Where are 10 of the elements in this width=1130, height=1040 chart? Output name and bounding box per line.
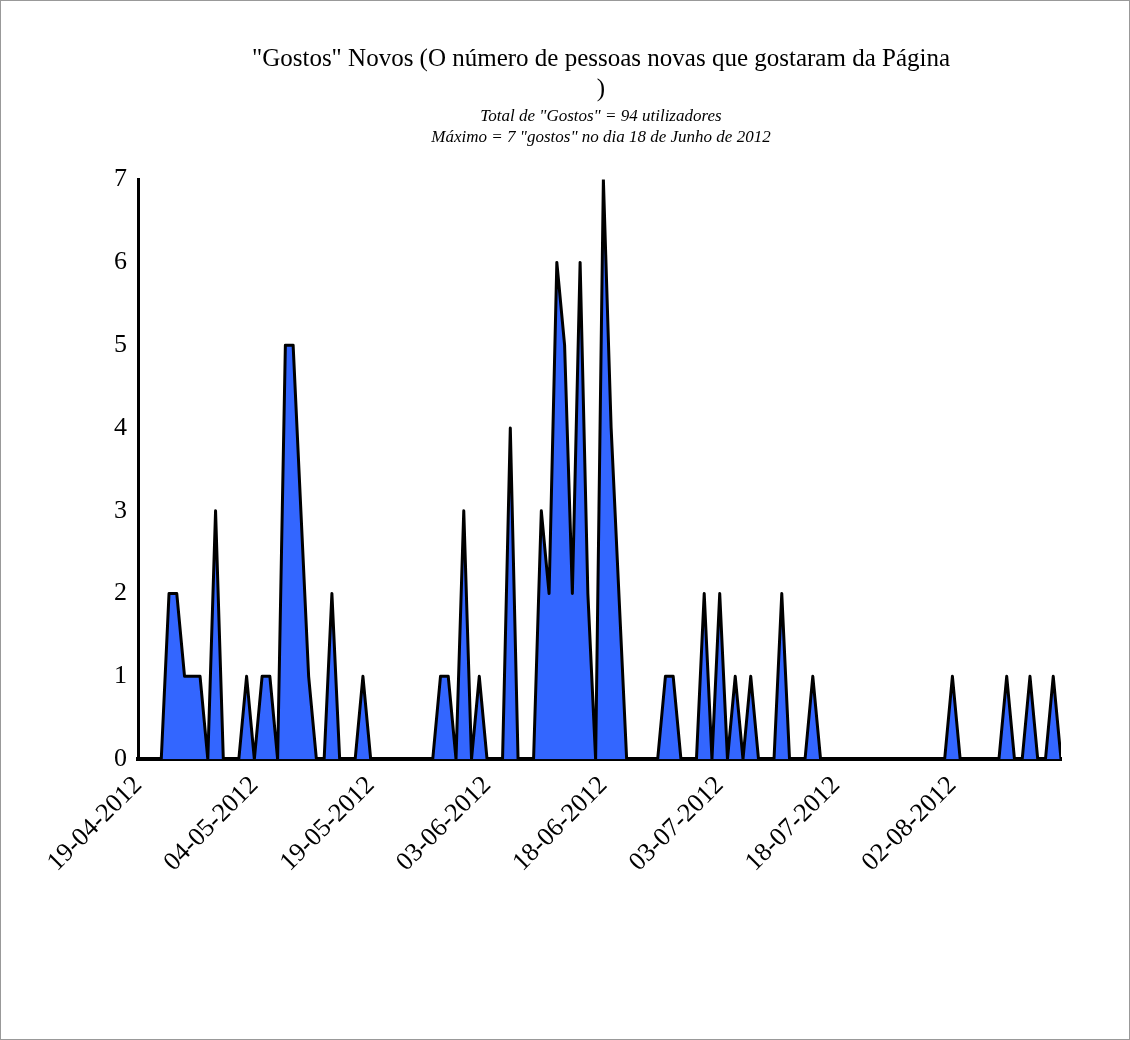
chart-title: "Gostos" Novos (O número de pessoas novas que gostaram da Página ) [251,43,951,103]
y-tick-label: 0 [114,742,127,772]
y-tick-label: 3 [114,494,127,524]
chart-subtitle: Total de "Gostos" = 94 utilizadores Máximo = 7 "gostos" no dia 18 de Junho de 2012 [430,105,772,147]
y-tick-label: 2 [114,577,127,607]
y-tick-label: 6 [114,246,127,276]
y-tick-label: 7 [114,163,127,193]
y-tick-label: 4 [114,411,127,441]
y-tick-label: 5 [114,329,127,359]
y-tick-label: 1 [114,660,127,690]
